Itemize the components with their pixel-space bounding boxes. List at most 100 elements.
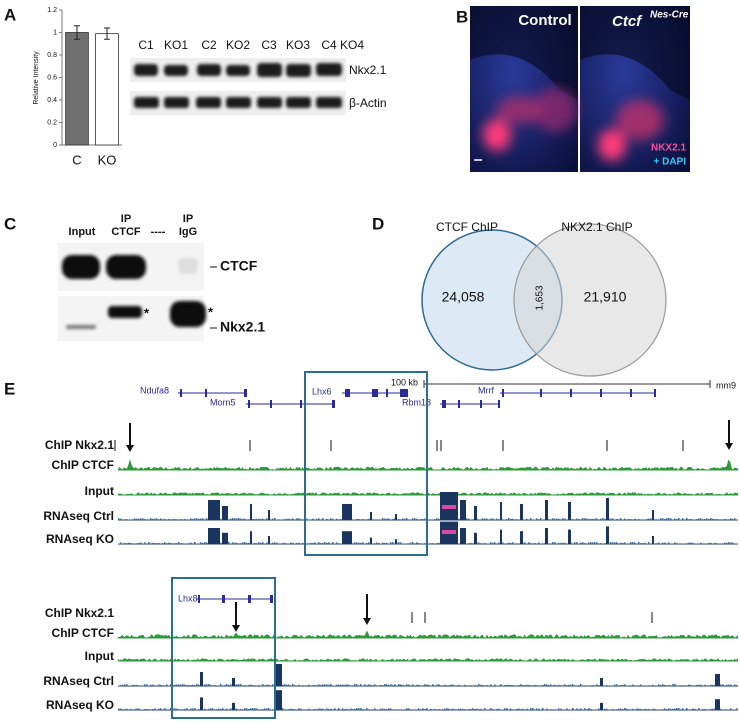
rna-noise xyxy=(646,709,648,710)
rna-noise xyxy=(462,708,464,710)
rna-noise xyxy=(154,542,156,544)
rna-noise xyxy=(422,685,424,686)
rna-block xyxy=(606,526,609,544)
rna-noise xyxy=(320,684,322,686)
rna-noise xyxy=(240,709,242,710)
rna-noise xyxy=(178,684,180,686)
rna-noise xyxy=(554,518,556,520)
rna-noise xyxy=(524,685,526,686)
rna-noise xyxy=(290,708,292,710)
rna-noise xyxy=(512,542,514,544)
exon xyxy=(630,389,632,397)
rna-noise xyxy=(152,708,154,710)
rna-noise xyxy=(710,708,712,710)
rna-noise xyxy=(350,708,352,710)
panel-label: C xyxy=(4,214,16,233)
exon xyxy=(205,389,207,397)
y-tick-label: 0.8 xyxy=(47,52,57,59)
rna-noise xyxy=(220,518,222,520)
rna-noise xyxy=(728,542,730,544)
rna-noise xyxy=(532,543,534,544)
rna-noise xyxy=(410,542,412,544)
rna-noise xyxy=(132,684,134,686)
rna-noise xyxy=(648,708,650,710)
arrow-head xyxy=(232,625,240,632)
rna-noise xyxy=(730,708,732,710)
lane-label: IP xyxy=(121,213,131,225)
rna-noise xyxy=(242,518,244,520)
rna-noise xyxy=(148,709,150,710)
rna-noise xyxy=(466,518,468,520)
rna-noise xyxy=(668,542,670,544)
rna-noise xyxy=(390,708,392,710)
rna-noise xyxy=(716,519,718,520)
exon xyxy=(270,400,272,408)
gene-label: Morn5 xyxy=(210,397,236,407)
scale-label: 100 kb xyxy=(391,377,418,387)
rna-noise xyxy=(598,708,600,710)
rna-noise xyxy=(190,685,192,686)
rna-noise xyxy=(638,685,640,686)
rna-noise xyxy=(620,685,622,686)
rna-noise xyxy=(624,542,626,544)
rna-noise xyxy=(644,708,646,710)
rna-noise xyxy=(496,708,498,710)
rna-noise xyxy=(336,542,338,544)
rna-noise xyxy=(574,685,576,686)
rna-noise xyxy=(698,684,700,686)
rna-noise xyxy=(322,684,324,686)
exon xyxy=(480,400,482,408)
rna-noise xyxy=(642,543,644,544)
band-label: Nkx2.1 xyxy=(349,63,387,77)
rna-noise xyxy=(542,519,544,520)
rna-noise xyxy=(208,684,210,686)
rna-noise xyxy=(518,685,520,686)
rna-noise xyxy=(660,518,662,520)
rna-noise xyxy=(398,542,400,544)
rna-noise xyxy=(622,542,624,544)
rna-noise xyxy=(598,543,600,544)
rna-noise xyxy=(660,543,662,544)
rna-noise xyxy=(710,684,712,686)
rna-noise xyxy=(156,518,158,520)
rna-noise xyxy=(232,542,234,544)
rna-noise xyxy=(700,542,702,544)
lane-label: Input xyxy=(69,226,96,238)
rna-noise xyxy=(248,542,250,544)
rna-noise xyxy=(122,543,124,544)
rna-noise xyxy=(264,519,266,520)
rna-noise xyxy=(292,542,294,544)
rna-noise xyxy=(384,542,386,544)
rna-noise xyxy=(162,709,164,710)
rna-noise xyxy=(424,684,426,686)
rna-noise xyxy=(542,543,544,544)
rna-noise xyxy=(714,519,716,520)
rna-noise xyxy=(724,519,726,520)
rna-noise xyxy=(484,708,486,710)
rna-noise xyxy=(452,684,454,686)
rna-noise xyxy=(566,685,568,686)
rna-noise xyxy=(648,518,650,520)
rna-noise xyxy=(586,543,588,544)
rna-noise xyxy=(718,519,720,520)
rna-noise xyxy=(282,708,284,710)
rna-noise xyxy=(290,519,292,520)
rna-noise xyxy=(212,708,214,710)
rna-noise xyxy=(560,708,562,710)
rna-noise xyxy=(510,684,512,686)
rna-noise xyxy=(416,684,418,686)
rna-noise xyxy=(274,518,276,520)
rna-noise xyxy=(374,708,376,710)
rna-noise xyxy=(624,684,626,686)
rna-noise xyxy=(408,543,410,544)
rna-noise xyxy=(120,708,122,710)
rna-noise xyxy=(260,518,262,520)
rna-noise xyxy=(648,542,650,544)
rna-noise xyxy=(258,684,260,686)
y-tick-label: 0.4 xyxy=(47,97,57,104)
rna-noise xyxy=(726,684,728,686)
rna-noise xyxy=(512,518,514,520)
rna-block xyxy=(268,536,270,544)
rna-noise xyxy=(372,519,374,520)
rna-noise xyxy=(672,708,674,710)
